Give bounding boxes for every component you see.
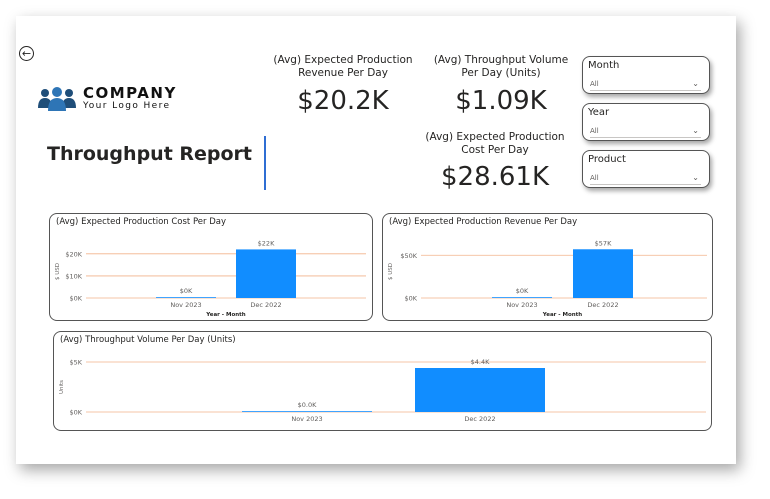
revenue-chart-card[interactable]: (Avg) Expected Production Revenue Per Da… xyxy=(382,213,713,321)
chart-title: (Avg) Expected Production Revenue Per Da… xyxy=(389,217,578,227)
slicer-month-title: Month xyxy=(588,60,620,71)
report-canvas: ← COMPANY Your Logo Here Throughput Repo… xyxy=(16,16,736,464)
year-dropdown[interactable]: All ⌄ xyxy=(590,125,701,138)
bar xyxy=(236,249,296,298)
page-title: Throughput Report xyxy=(47,143,253,165)
bar xyxy=(415,368,545,412)
x-tick-label: Dec 2022 xyxy=(250,301,281,309)
x-tick-label: Nov 2023 xyxy=(170,301,201,309)
slicer-month: Month All ⌄ xyxy=(582,56,710,94)
y-tick-label: $20K xyxy=(65,250,82,258)
kpi-throughput-label: (Avg) Throughput Volume Per Day (Units) xyxy=(433,54,569,79)
y-axis-label: $ USD xyxy=(388,263,394,280)
data-label: $22K xyxy=(258,239,275,247)
cost-chart-card[interactable]: (Avg) Expected Production Cost Per Day $… xyxy=(49,213,373,321)
data-label: $0K xyxy=(516,287,529,295)
logo-name: COMPANY xyxy=(83,84,177,102)
product-dropdown[interactable]: All ⌄ xyxy=(590,172,701,185)
x-tick-label: Dec 2022 xyxy=(464,415,495,423)
chevron-down-icon: ⌄ xyxy=(692,173,699,182)
y-tick-label: $50K xyxy=(400,252,417,260)
people-icon xyxy=(38,87,76,111)
slicer-year-title: Year xyxy=(588,107,610,118)
y-tick-label: $10K xyxy=(65,272,82,280)
y-tick-label: $0K xyxy=(69,295,82,303)
bar xyxy=(242,411,372,412)
data-label: $4.4K xyxy=(471,358,490,366)
slicer-year: Year All ⌄ xyxy=(582,103,710,141)
bar xyxy=(573,249,633,298)
chevron-down-icon: ⌄ xyxy=(692,79,699,88)
title-divider xyxy=(264,136,266,190)
month-dropdown[interactable]: All ⌄ xyxy=(590,78,701,91)
kpi-cost-label: (Avg) Expected Production Cost Per Day xyxy=(425,131,565,156)
x-tick-label: Nov 2023 xyxy=(506,301,537,309)
data-label: $0K xyxy=(180,287,193,295)
cost-chart: $0K $10K $20K $ USD $0K Nov 2023 $22K Dec 2022 Y… xyxy=(55,239,366,318)
kpi-revenue-label: (Avg) Expected Production Revenue Per Da… xyxy=(273,54,413,79)
arrow-left-icon: ← xyxy=(21,47,32,60)
chevron-down-icon: ⌄ xyxy=(692,126,699,135)
bar xyxy=(492,297,552,298)
y-tick-label: $0K xyxy=(404,295,417,303)
data-label: $57K xyxy=(595,239,612,247)
y-tick-label: $5K xyxy=(69,359,82,367)
x-axis-label: Year - Month xyxy=(205,312,246,318)
company-logo: COMPANY Your Logo Here xyxy=(36,86,177,112)
revenue-chart: $0K $50K $ USD $0K Nov 2023 $57K Dec 2022 Year … xyxy=(388,239,707,318)
kpi-revenue-value: $20.2K xyxy=(297,86,389,116)
throughput-chart: $0K $5K Units $0.0K Nov 2023 $4.4K Dec 2022 xyxy=(59,358,706,423)
data-label: $0.0K xyxy=(298,401,317,409)
chart-title: (Avg) Throughput Volume Per Day (Units) xyxy=(60,335,236,345)
y-tick-label: $0K xyxy=(69,409,82,417)
slicer-product: Product All ⌄ xyxy=(582,150,710,188)
x-tick-label: Nov 2023 xyxy=(291,415,322,423)
x-axis-label: Year - Month xyxy=(542,312,583,318)
kpi-cost-value: $28.61K xyxy=(440,162,550,192)
x-tick-label: Dec 2022 xyxy=(587,301,618,309)
chart-title: (Avg) Expected Production Cost Per Day xyxy=(56,217,226,227)
throughput-chart-card[interactable]: (Avg) Throughput Volume Per Day (Units) … xyxy=(53,331,712,431)
y-axis-label: Units xyxy=(59,380,65,394)
back-button[interactable]: ← xyxy=(19,46,34,61)
logo-tagline: Your Logo Here xyxy=(83,101,171,111)
y-axis-label: $ USD xyxy=(55,263,61,280)
bar xyxy=(156,297,216,298)
kpi-throughput-value: $1.09K xyxy=(455,86,547,116)
slicer-product-title: Product xyxy=(588,154,626,165)
